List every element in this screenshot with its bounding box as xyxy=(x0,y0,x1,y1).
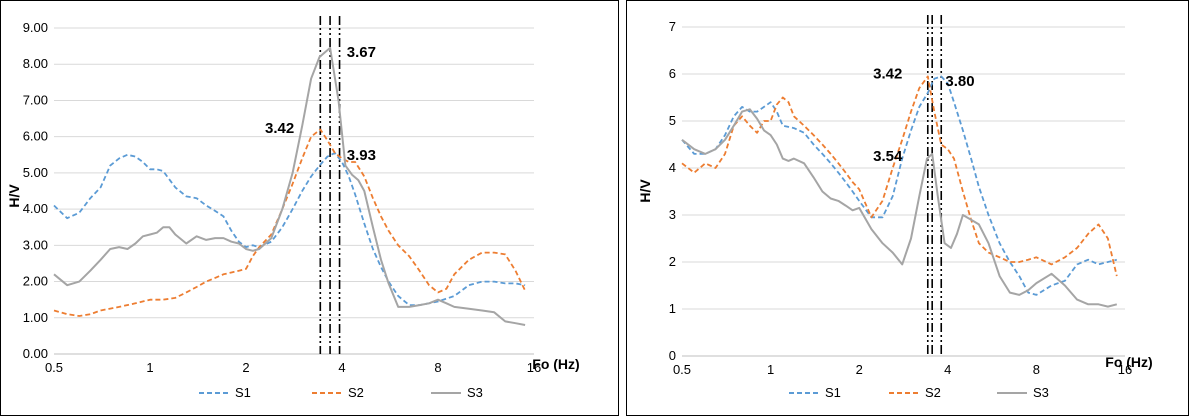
y-tick-label: 7 xyxy=(669,19,676,34)
x-axis-label: Fo (Hz) xyxy=(532,356,579,372)
y-tick-label: 8.00 xyxy=(23,56,48,71)
y-tick-label: 6.00 xyxy=(23,129,48,144)
y-tick-label: 9.00 xyxy=(23,20,48,35)
legend-label-s1: S1 xyxy=(825,385,841,400)
y-tick-label: 5 xyxy=(669,113,676,128)
y-tick-label: 5.00 xyxy=(23,165,48,180)
x-tick-label: 8 xyxy=(1033,362,1040,377)
x-tick-label: 1 xyxy=(146,360,153,375)
x-axis-label: Fo (Hz) xyxy=(1105,354,1152,370)
legend-label-s2: S2 xyxy=(348,385,364,400)
legend-label-s1: S1 xyxy=(235,385,251,400)
series-line-s2 xyxy=(53,128,526,317)
left-chart-panel: 0.00 1.00 2.00 3.00 4.00 5.00 6.00 7.00 8.00 9.00… xyxy=(0,0,619,416)
series-line-s3 xyxy=(53,46,526,326)
x-tick-label: 16 xyxy=(527,360,541,375)
x-tick-label: 4 xyxy=(338,360,345,375)
x-tick-label: 4 xyxy=(944,362,951,377)
y-tick-label: 2 xyxy=(669,254,676,269)
legend-label-s2: S2 xyxy=(925,385,941,400)
y-tick-label: 2.00 xyxy=(23,274,48,289)
y-tick-label: 4 xyxy=(669,160,676,175)
right-chart-panel: 0 1 2 3 4 5 6 7 0.5 1 2 4 8 16 3.42 3.80 3.54 Fo (Hz) H/V S… xyxy=(626,0,1189,416)
x-tick-label: 2 xyxy=(242,360,249,375)
x-tick-label: 2 xyxy=(856,362,863,377)
series-line-s2 xyxy=(681,75,1118,277)
x-tick-label: 0.5 xyxy=(673,362,691,377)
peak-annotation: 3.93 xyxy=(347,147,376,164)
y-tick-label: 3 xyxy=(669,207,676,222)
peak-annotation: 3.80 xyxy=(945,73,974,90)
peak-annotation: 3.42 xyxy=(265,120,294,137)
series-line-s1 xyxy=(53,152,526,306)
x-tick-label: 16 xyxy=(1118,362,1132,377)
peak-annotation: 3.54 xyxy=(873,148,903,165)
legend-label-s3: S3 xyxy=(1033,385,1049,400)
x-tick-label: 1 xyxy=(767,362,774,377)
y-tick-label: 3.00 xyxy=(23,237,48,252)
peak-annotation: 3.67 xyxy=(347,44,376,61)
peak-annotation: 3.42 xyxy=(873,66,902,83)
y-axis-label: H/V xyxy=(6,184,22,208)
y-tick-label: 0 xyxy=(669,348,676,363)
legend-label-s3: S3 xyxy=(467,385,483,400)
y-tick-label: 4.00 xyxy=(23,201,48,216)
y-axis-label: H/V xyxy=(637,179,653,203)
y-tick-label: 1.00 xyxy=(23,310,48,325)
y-tick-label: 1 xyxy=(669,301,676,316)
y-tick-label: 0.00 xyxy=(23,346,48,361)
right-chart: 0 1 2 3 4 5 6 7 0.5 1 2 4 8 16 3.42 3.80 3.54 Fo (Hz) H/V S… xyxy=(637,15,1153,400)
y-tick-label: 7.00 xyxy=(23,92,48,107)
series-line-s3 xyxy=(681,108,1118,308)
x-tick-label: 0.5 xyxy=(45,360,63,375)
x-tick-label: 8 xyxy=(434,360,441,375)
left-chart: 0.00 1.00 2.00 3.00 4.00 5.00 6.00 7.00 8.00 9.00… xyxy=(6,16,580,400)
series-line-s1 xyxy=(681,75,1118,296)
y-tick-label: 6 xyxy=(669,66,676,81)
